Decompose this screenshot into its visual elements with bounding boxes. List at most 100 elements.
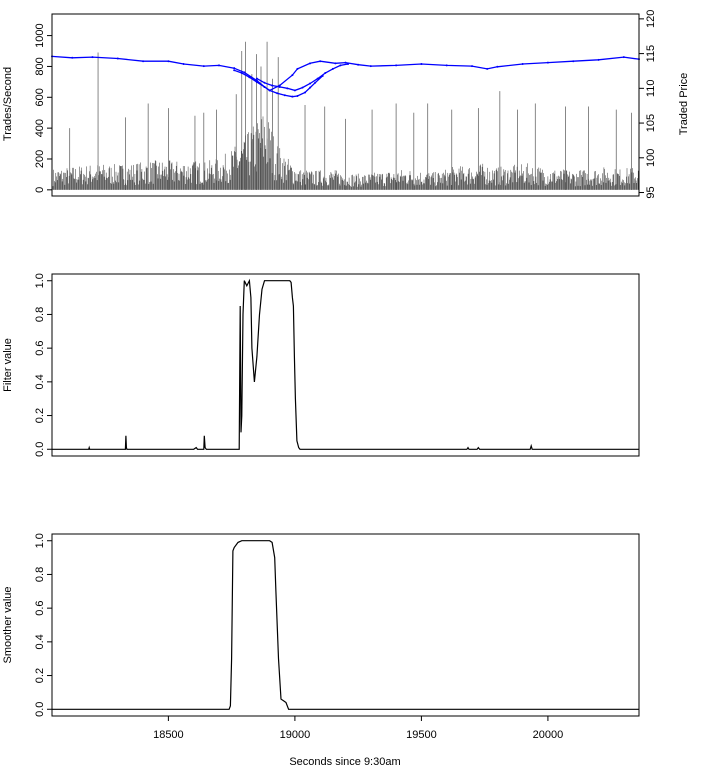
price-point (321, 74, 324, 77)
price-point (283, 94, 286, 97)
y-tick-label: 0.6 (34, 600, 46, 615)
price-point (167, 60, 170, 63)
y-tick-label: 110 (645, 80, 657, 98)
panel-filter: 0.0 0.2 0.4 0.6 0.8 1.0 Filter value (2, 273, 640, 457)
smoother-value-line (52, 540, 639, 710)
price-point (233, 67, 236, 70)
price-point (268, 89, 271, 92)
price-point (445, 64, 448, 67)
price-point (546, 61, 549, 64)
price-point (331, 67, 334, 70)
x-axis-seconds: 18500 19000 19500 20000 (153, 715, 564, 741)
price-point (334, 62, 337, 65)
price-point (347, 63, 350, 66)
price-point (521, 63, 524, 66)
x-tick-label: 19500 (406, 729, 437, 741)
price-point (301, 86, 304, 89)
price-point (276, 92, 279, 95)
price-point (71, 56, 74, 59)
x-tick-label: 18500 (153, 729, 184, 741)
y-tick-label: 0.0 (34, 702, 46, 717)
price-point (255, 77, 258, 80)
price-point (309, 86, 312, 89)
y-tick-label: 0.4 (34, 634, 46, 649)
price-point (496, 65, 499, 68)
panel-trades-price: 0 200 400 600 800 1000 95 100 105 110 115 120 Trad… (2, 10, 690, 199)
price-point (263, 85, 266, 88)
y-tick-label: 0.2 (34, 668, 46, 683)
price-point (116, 57, 119, 60)
price-point (471, 65, 474, 68)
y-axis-label-trades: Trades/Second (2, 67, 14, 141)
price-point (420, 63, 423, 66)
y-axis-smoother: 0.0 0.2 0.4 0.6 0.8 1.0 (34, 533, 53, 717)
y-tick-label: 105 (645, 114, 657, 132)
price-point (291, 74, 294, 77)
y-tick-label: 0.0 (34, 442, 46, 457)
price-point (339, 64, 342, 67)
price-point (309, 62, 312, 65)
price-point (291, 95, 294, 98)
price-point (233, 69, 236, 72)
price-point (597, 58, 600, 61)
y-tick-label: 200 (34, 150, 46, 168)
y-axis-label-filter: Filter value (2, 338, 14, 392)
price-point (369, 65, 372, 68)
panel-smoother: 0.00.20.40.60.81.0 18500 19000 19500 20000 … (2, 533, 640, 768)
price-line (233, 69, 324, 98)
y-tick-label: 1000 (34, 23, 46, 47)
filter-value-line (52, 278, 639, 450)
price-point (240, 72, 243, 75)
price-point (286, 87, 289, 90)
price-point (278, 84, 281, 87)
price-point (278, 85, 281, 88)
y-tick-label: 600 (34, 88, 46, 106)
trades-per-second-spikes (69, 41, 632, 190)
price-point (572, 60, 575, 63)
trades-per-second-bars (52, 116, 640, 190)
y-tick-label: 0.2 (34, 408, 46, 423)
y-axis-left-top: 0 200 400 600 800 1000 (34, 23, 53, 193)
y-tick-label: 95 (645, 186, 657, 198)
price-point (357, 63, 360, 66)
y-tick-label: 800 (34, 57, 46, 75)
price-point (344, 61, 347, 64)
y-tick-label: 0.6 (34, 340, 46, 355)
y-tick-label: 0 (34, 187, 46, 193)
price-point (395, 64, 398, 67)
price-point (314, 81, 317, 84)
price-point (486, 67, 489, 70)
traded-price-series (51, 55, 640, 98)
y-tick-label: 120 (645, 10, 657, 28)
price-point (622, 56, 625, 59)
price-point (319, 60, 322, 63)
price-point (304, 91, 307, 94)
price-point (182, 63, 185, 66)
y-tick-label: 0.8 (34, 567, 46, 582)
price-point (243, 71, 246, 74)
y-tick-label: 115 (645, 45, 657, 63)
y-axis-label-price: Traded Price (678, 73, 690, 136)
price-point (324, 72, 327, 75)
price-point (263, 81, 266, 84)
x-axis-label: Seconds since 9:30am (289, 756, 400, 768)
x-tick-label: 19000 (280, 729, 311, 741)
price-point (296, 94, 299, 97)
price-point (91, 56, 94, 59)
y-tick-label: 1.0 (34, 533, 46, 548)
price-point (202, 65, 205, 68)
y-tick-label: 400 (34, 119, 46, 137)
price-point (309, 82, 312, 85)
y-tick-label: 0.8 (34, 307, 46, 322)
x-tick-label: 20000 (533, 729, 564, 741)
price-point (217, 64, 220, 67)
y-axis-filter: 0.0 0.2 0.4 0.6 0.8 1.0 (34, 273, 53, 457)
price-point (255, 81, 258, 84)
price-point (271, 84, 274, 87)
y-axis-right-top: 95 100 105 110 115 120 (638, 10, 657, 199)
y-tick-label: 0.4 (34, 374, 46, 389)
price-point (293, 89, 296, 92)
price-point (248, 76, 251, 79)
y-tick-label: 1.0 (34, 273, 46, 288)
